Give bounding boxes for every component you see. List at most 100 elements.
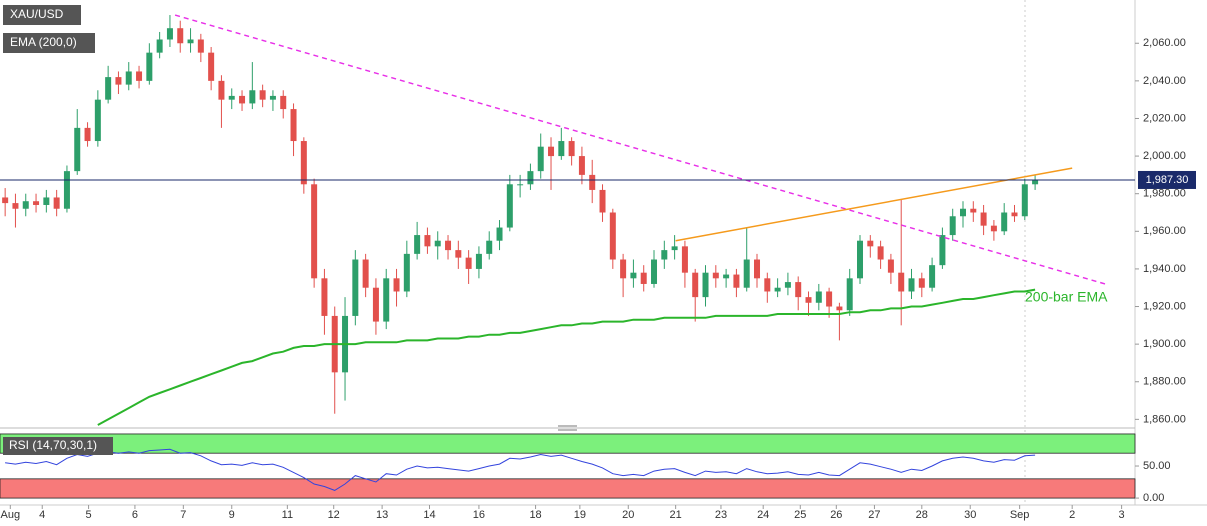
x-tick-label: 27	[868, 509, 880, 521]
x-tick-label: 16	[473, 509, 485, 521]
candle-body	[1001, 212, 1008, 232]
x-tick-label: 21	[670, 509, 682, 521]
candle-body	[94, 99, 101, 142]
candle-body	[578, 156, 585, 175]
candle-body	[640, 272, 647, 284]
candle-body	[53, 197, 60, 209]
candle-body	[558, 141, 565, 157]
candle-body	[723, 274, 730, 279]
candle-body	[857, 240, 864, 279]
x-tick-label: 4	[39, 509, 45, 521]
candle-body	[187, 39, 194, 44]
candle-body	[136, 71, 143, 81]
candle-body	[434, 240, 441, 247]
candle-body	[908, 278, 915, 292]
candle-body	[372, 287, 379, 322]
candle-body	[290, 109, 297, 142]
candle-body	[1032, 179, 1039, 185]
symbol-box	[3, 5, 81, 25]
x-tick-label: 30	[964, 509, 976, 521]
x-tick-label: 25	[794, 509, 806, 521]
last-price-box	[1138, 170, 1196, 189]
candle-body	[918, 278, 925, 288]
candle-body	[620, 259, 627, 279]
candle-body	[795, 282, 802, 298]
candle-body	[599, 189, 606, 213]
candle-body	[959, 208, 966, 217]
candle-body	[630, 272, 637, 279]
x-tick-label: 11	[282, 509, 293, 521]
candle-body	[84, 127, 91, 142]
candle-body	[445, 240, 452, 251]
candle-body	[929, 265, 936, 288]
rsi-band	[0, 478, 1136, 499]
candle-body	[609, 212, 616, 260]
candle-body	[651, 259, 658, 284]
x-tick-label: Aug	[1, 509, 21, 521]
x-tick-label: 7	[180, 509, 186, 521]
candle-body	[12, 203, 19, 209]
last-price-label: 1,987.30	[1146, 174, 1189, 186]
candle-body	[836, 306, 843, 311]
candle-body	[465, 257, 472, 269]
separator-handle	[558, 425, 577, 431]
ema-line	[97, 288, 1036, 426]
rsi-title: RSI (14,70,30,1)	[9, 438, 97, 452]
y-tick-label: 1,940.00	[1143, 263, 1186, 275]
candle-body	[311, 184, 318, 279]
y-tick-label: 1,920.00	[1143, 300, 1186, 312]
candle-body	[496, 227, 503, 241]
candle-body	[568, 141, 575, 157]
candle-body	[228, 95, 235, 100]
candle-body	[754, 259, 761, 279]
candle-body	[517, 184, 524, 186]
candle-body	[43, 197, 50, 205]
x-tick-label: 18	[529, 509, 541, 521]
ema-annotation: 200-bar EMA	[1025, 289, 1108, 305]
candle-body	[1011, 212, 1018, 217]
candle-body	[898, 272, 905, 292]
candle-body	[414, 235, 421, 254]
candle-body	[805, 297, 812, 303]
candle-body	[239, 95, 246, 104]
candle-body	[33, 201, 40, 205]
x-tick-label: 19	[574, 509, 586, 521]
y-tick-label: 1,900.00	[1143, 338, 1186, 350]
x-tick-label: 26	[830, 509, 842, 521]
x-tick-label: 14	[423, 509, 435, 521]
y-tick-label: 2,060.00	[1143, 37, 1186, 49]
candle-body	[22, 201, 29, 209]
candle-body	[733, 274, 740, 288]
x-tick-label: 13	[376, 509, 388, 521]
candle-body	[877, 246, 884, 260]
rsi-title-box	[3, 437, 113, 455]
candle-body	[712, 272, 719, 279]
candle-body	[527, 171, 534, 185]
candle-body	[661, 250, 668, 260]
candle-body	[63, 171, 70, 209]
candle-body	[774, 287, 781, 292]
candle-body	[764, 278, 771, 292]
candle-body	[1021, 184, 1028, 217]
x-tick-label: 9	[229, 509, 235, 521]
candle-body	[846, 278, 853, 311]
candle-body	[455, 250, 462, 258]
candle-body	[249, 90, 256, 104]
candle-body	[826, 291, 833, 307]
candle-body	[702, 272, 709, 298]
candle-body	[537, 146, 544, 172]
candle-body	[486, 240, 493, 254]
x-tick-label: 5	[86, 509, 92, 521]
candle-body	[990, 225, 997, 232]
candle-body	[218, 80, 225, 100]
candle-body	[300, 141, 307, 185]
candle-body	[949, 216, 956, 236]
x-tick-label: 2	[1069, 509, 1075, 521]
symbol-label: XAU/USD	[10, 7, 64, 21]
candle-body	[671, 246, 678, 251]
x-tick-label: 12	[328, 509, 340, 521]
y-tick-label: 2,020.00	[1143, 112, 1186, 124]
candle-body	[980, 212, 987, 226]
candle-body	[681, 246, 688, 273]
